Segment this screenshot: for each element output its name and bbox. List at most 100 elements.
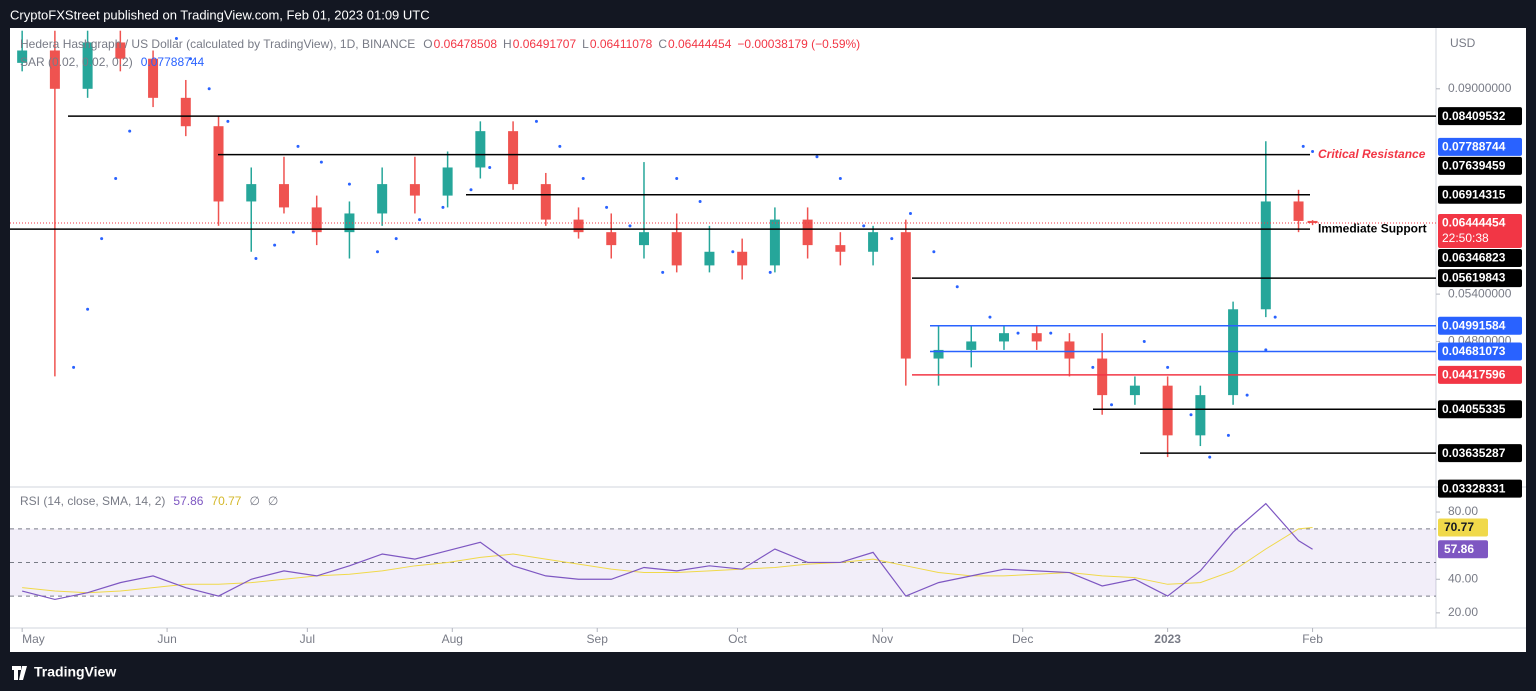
price-label-box xyxy=(1438,249,1522,268)
price-label-box xyxy=(1438,400,1522,419)
rsi-title: RSI (14, close, SMA, 14, 2) xyxy=(20,494,165,508)
sar-dot xyxy=(1226,433,1230,437)
candle-body xyxy=(180,97,191,127)
y-tick-label: 0.05400000 xyxy=(1448,286,1512,300)
candle-body xyxy=(1064,341,1075,359)
candle-body xyxy=(213,126,224,202)
sar-dot xyxy=(1049,331,1053,335)
candle-body xyxy=(115,42,126,59)
ohlc-value: 0.06444454 xyxy=(668,37,732,51)
candle-body xyxy=(409,184,420,196)
sar-dot xyxy=(1189,413,1193,417)
x-tick-label: Jun xyxy=(157,632,176,646)
currency-label: USD xyxy=(1450,36,1476,50)
sar-dot xyxy=(174,37,178,41)
rsi-value-label: 70.77 xyxy=(1444,520,1474,534)
candle-body xyxy=(1129,385,1140,396)
ohlc-value: 0.06491707 xyxy=(513,37,577,51)
candle-body xyxy=(638,232,649,246)
ohlc-label: L xyxy=(582,37,589,51)
sar-dot xyxy=(188,57,192,61)
sar-dot xyxy=(558,144,562,148)
rsi-tick-label: 40.00 xyxy=(1448,571,1478,585)
rsi-tick-label: 80.00 xyxy=(1448,504,1478,518)
price-label: 0.08409532 xyxy=(1442,109,1506,123)
candle-body xyxy=(475,131,486,168)
rsi-label-box xyxy=(1438,540,1488,559)
rsi-label-box xyxy=(1438,518,1488,537)
sar-dot xyxy=(661,270,665,274)
price-label-box xyxy=(1438,444,1522,463)
ohlc-label: C xyxy=(658,37,667,51)
price-label-box xyxy=(1438,316,1522,335)
ohlc-value: 0.06411078 xyxy=(590,37,653,51)
candle-body xyxy=(1293,201,1304,221)
x-tick-label: Aug xyxy=(442,632,463,646)
sar-dot xyxy=(291,230,295,234)
price-label: 0.03328331 xyxy=(1442,481,1506,495)
rsi-value-label: 57.86 xyxy=(1444,542,1474,556)
candle-body xyxy=(900,232,911,359)
sar-dot xyxy=(581,176,585,180)
candle-body xyxy=(769,219,780,266)
y-tick-label: 0.09000000 xyxy=(1448,81,1512,95)
x-tick-label: Dec xyxy=(1012,632,1033,646)
x-tick-label: Sep xyxy=(587,632,609,646)
sar-dot xyxy=(838,176,842,180)
brand-logo xyxy=(12,666,27,680)
candle-body xyxy=(1031,333,1042,342)
candle-body xyxy=(573,219,584,233)
x-tick-label: Nov xyxy=(872,632,893,646)
rsi-na-mark: ∅ xyxy=(249,494,259,508)
sar-dot xyxy=(534,119,538,123)
brand-name: TradingView xyxy=(34,664,116,680)
indicator-name: SAR (0.02, 0.02, 0.2) xyxy=(20,55,133,69)
price-label: 0.07788744 xyxy=(1442,140,1506,154)
sar-dot xyxy=(1264,348,1268,352)
sar-dot xyxy=(628,224,632,228)
price-change: −0.00038179 (−0.59%) xyxy=(737,37,860,51)
candle-body xyxy=(737,251,748,266)
x-tick-label: 2023 xyxy=(1154,632,1181,646)
sar-dot xyxy=(207,87,211,91)
sar-dot xyxy=(100,237,104,241)
price-label: 0.05619843 xyxy=(1442,271,1506,285)
price-label-box xyxy=(1438,479,1522,498)
price-label-box xyxy=(1438,214,1522,249)
candle-body xyxy=(540,184,551,220)
candle-body xyxy=(671,232,682,266)
sar-dot xyxy=(605,205,609,209)
sar-dot xyxy=(815,155,819,159)
sar-dot xyxy=(1208,455,1212,459)
level-annotation: Critical Resistance xyxy=(1318,147,1426,161)
candle-body xyxy=(1195,395,1206,436)
x-tick-label: Feb xyxy=(1302,632,1323,646)
sar-dot xyxy=(1245,393,1249,397)
sar-dot xyxy=(254,257,258,261)
price-label: 0.06444454 xyxy=(1442,216,1506,230)
sar-dot xyxy=(319,160,323,164)
price-label: 0.07639459 xyxy=(1442,159,1506,173)
series-title: Hedera Hashgraph / US Dollar (calculated… xyxy=(20,37,415,51)
sar-dot xyxy=(955,285,959,289)
candle-body xyxy=(17,50,28,63)
price-label-box xyxy=(1438,269,1522,288)
price-label: 0.04417596 xyxy=(1442,367,1506,381)
ohlc-label: O xyxy=(423,37,432,51)
rsi-tick-label: 20.00 xyxy=(1448,605,1478,619)
sar-dot xyxy=(441,205,445,209)
sar-dot xyxy=(1311,150,1315,154)
price-label-box xyxy=(1438,342,1522,361)
candle-body xyxy=(1097,358,1108,396)
rsi-line xyxy=(22,527,1313,594)
x-tick-label: Oct xyxy=(728,632,747,646)
candle-body xyxy=(442,167,453,196)
price-label: 0.04991584 xyxy=(1442,318,1506,332)
price-countdown: 22:50:38 xyxy=(1442,231,1489,245)
sar-dot xyxy=(1273,315,1277,319)
rsi-legend-value: 57.86 xyxy=(173,494,203,508)
candle-body xyxy=(508,131,519,185)
candle-body xyxy=(311,207,322,233)
candle-body xyxy=(148,58,159,98)
